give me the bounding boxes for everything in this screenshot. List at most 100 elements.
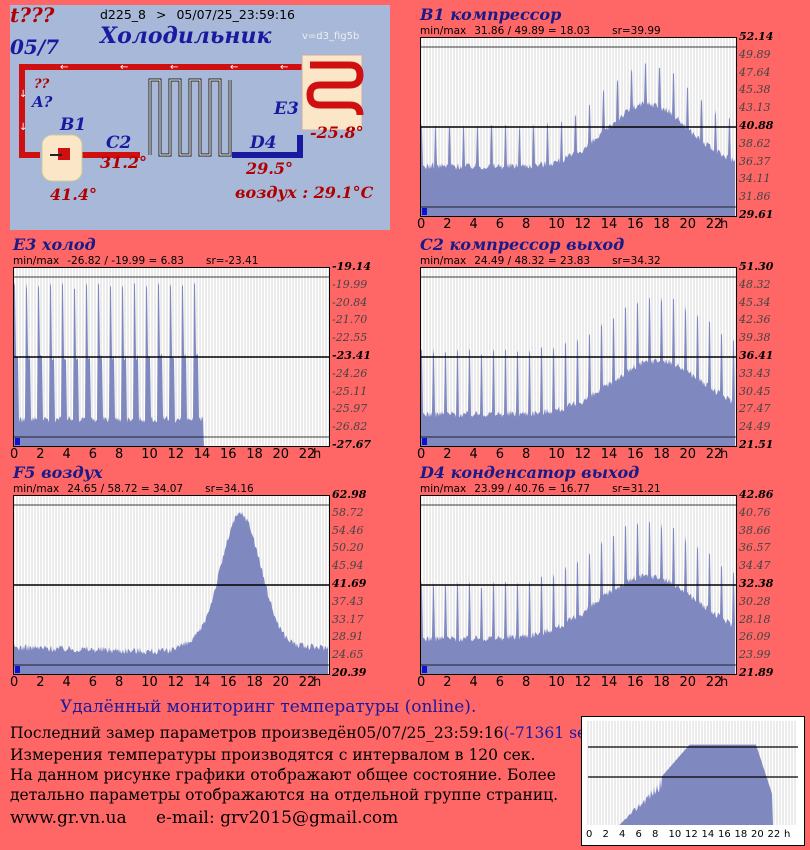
current-marker — [15, 666, 20, 673]
mini-chart-svg — [587, 721, 798, 825]
x-tick-label: h — [313, 447, 322, 462]
y-tick-label: 27.47 — [739, 402, 771, 416]
y-tick-label: 21.51 — [739, 438, 774, 451]
x-tick-label: 6 — [88, 447, 98, 462]
header-timestamp: 05/07/25_23:59:16 — [176, 7, 295, 22]
x-tick-label: 0 — [417, 675, 426, 690]
x-tick-label: 6 — [88, 675, 98, 690]
footer-line4: детально параметры отображаются на отдел… — [10, 786, 559, 804]
x-tick-label: 2 — [36, 447, 45, 462]
x-tick-label: 6 — [495, 675, 505, 690]
cycle-schematic: ← ← ← ← ← ↓ ↓ — [19, 54, 364, 182]
y-tick-label: 24.49 — [739, 420, 771, 434]
y-tick-label: 52.14 — [739, 30, 774, 43]
y-tick-label: 62.98 — [332, 488, 367, 501]
x-tick-label: 0 — [10, 675, 19, 690]
plot-svg — [14, 496, 329, 674]
sensor-b1-value: 41.4° — [50, 185, 97, 204]
average-value: sr=31.21 — [612, 483, 661, 495]
y-tick-label: 45.38 — [739, 83, 771, 97]
mini-x-tick-label: 20 — [751, 829, 764, 840]
mini-series-area — [588, 744, 798, 825]
y-tick-label: 54.46 — [332, 523, 364, 537]
y-tick-label: 32.38 — [739, 577, 774, 590]
mini-x-tick-label: 18 — [734, 829, 748, 840]
minmax-range: -26.82 / -19.99 = 6.83 — [67, 255, 184, 267]
svg-text:←: ← — [230, 62, 238, 73]
x-tick-label: 0 — [417, 217, 426, 232]
x-tick-label: 22 — [705, 447, 723, 462]
x-tick-label: 10 — [141, 447, 158, 462]
y-tick-label: 30.28 — [739, 594, 771, 608]
minmax-label: min/max — [420, 255, 467, 267]
header-arrow: > — [155, 7, 167, 22]
site-link[interactable]: www.gr.vn.ua — [10, 808, 127, 828]
x-tick-label: 12 — [167, 675, 185, 690]
mini-x-tick-label: 22 — [767, 829, 781, 840]
x-tick-label: 10 — [548, 217, 565, 232]
y-tick-label: 51.30 — [739, 260, 774, 273]
x-tick-label: 22 — [705, 675, 723, 690]
mini-x-tick-label: 16 — [718, 829, 731, 840]
x-tick-label: 8 — [522, 675, 531, 690]
plot-svg — [421, 38, 736, 216]
svg-text:↓: ↓ — [19, 89, 27, 100]
y-tick-label: -19.14 — [332, 260, 372, 273]
mini-x-tick-label: 8 — [652, 829, 659, 840]
plot-area — [420, 267, 737, 447]
x-tick-label: 8 — [522, 447, 531, 462]
series-area — [14, 282, 328, 446]
footer-line3: На данном рисунке графики отображают общ… — [10, 766, 556, 784]
x-tick-label: 22 — [298, 675, 316, 690]
y-tick-label: -25.97 — [332, 402, 368, 416]
x-tick-label: 4 — [469, 675, 478, 690]
series-area — [421, 63, 735, 216]
average-value: sr=-23.41 — [205, 255, 259, 267]
y-tick-label: 24.65 — [332, 648, 364, 662]
minmax-range: 24.65 / 58.72 = 34.07 — [67, 483, 184, 495]
current-marker — [422, 208, 427, 215]
chart-b1-compressor: B1 компрессор min/max 31.86 / 49.89 = 18.0… — [417, 5, 800, 232]
y-tick-label: 28.18 — [739, 612, 771, 626]
y-tick-label: -20.84 — [332, 295, 368, 309]
footer-line1: Последний замер параметров произведён05/… — [10, 724, 606, 742]
plot-area — [13, 267, 330, 447]
y-tick-label: -21.70 — [332, 313, 368, 327]
y-tick-label: 36.37 — [739, 154, 771, 168]
average-value: sr=34.16 — [205, 483, 254, 495]
x-tick-label: 0 — [10, 447, 19, 462]
chart-stats: min/max 23.99 / 40.76 = 16.77 sr=31.21 — [420, 483, 683, 495]
y-tick-label: 39.38 — [739, 331, 771, 345]
chart-stats: min/max 24.65 / 58.72 = 34.07 sr=34.16 — [13, 483, 276, 495]
y-tick-label: -26.82 — [332, 420, 368, 434]
chart-stats: min/max -26.82 / -19.99 = 6.83 sr=-23.41 — [13, 255, 280, 267]
x-tick-label: 20 — [679, 217, 697, 232]
y-tick-label: 33.43 — [739, 366, 771, 380]
svg-text:←: ← — [60, 62, 68, 73]
y-tick-label: 42.36 — [739, 313, 771, 327]
svg-text:←: ← — [120, 62, 128, 73]
x-tick-label: 20 — [679, 447, 697, 462]
series-area — [421, 520, 735, 674]
y-tick-label: 41.69 — [332, 577, 367, 590]
x-tick-label: 12 — [574, 447, 592, 462]
x-tick-label: h — [313, 675, 322, 690]
y-tick-label: 40.88 — [739, 119, 774, 132]
y-tick-label: 21.89 — [739, 666, 774, 679]
svg-text:←: ← — [170, 62, 178, 73]
x-tick-label: 18 — [653, 447, 670, 462]
svg-text:↓: ↓ — [19, 122, 27, 133]
series-area — [14, 512, 328, 674]
x-tick-label: 10 — [548, 675, 565, 690]
device-id: d225_8 — [100, 7, 146, 22]
email-link[interactable]: e-mail: grv2015@gmail.com — [156, 808, 399, 828]
x-tick-label: 14 — [600, 217, 618, 232]
diagram-title: Холодильник — [100, 23, 272, 49]
average-value: sr=39.99 — [612, 25, 661, 37]
x-tick-label: 22 — [705, 217, 723, 232]
x-tick-label: 16 — [627, 217, 644, 232]
series-area — [421, 297, 735, 446]
x-tick-label: 18 — [246, 447, 263, 462]
sensor-d4-label: D4 — [250, 133, 277, 153]
minmax-label: min/max — [13, 255, 60, 267]
